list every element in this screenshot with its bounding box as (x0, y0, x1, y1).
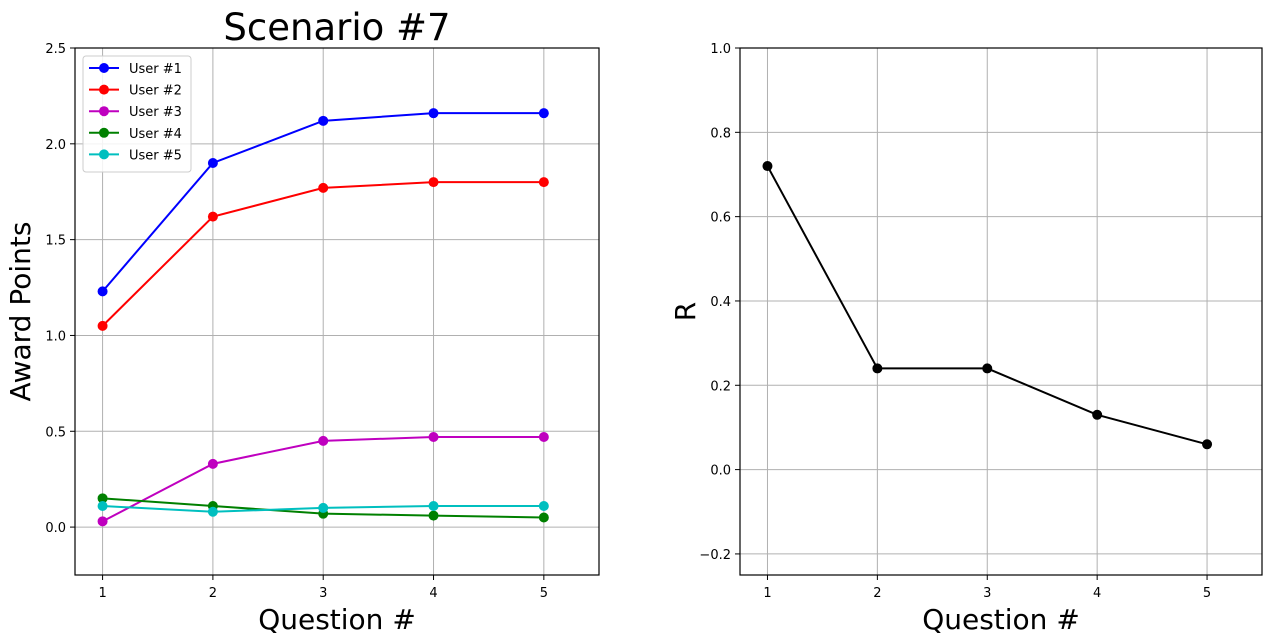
data-point-s2-4 (538, 432, 549, 443)
x-axis-title: Question # (922, 603, 1080, 634)
data-point-s0-3 (428, 108, 439, 119)
data-point-s4-4 (538, 501, 549, 512)
y-tick-label-5: 0.8 (710, 126, 731, 141)
data-point-s0-1 (207, 157, 218, 168)
data-point-s0-3 (1092, 409, 1103, 420)
data-point-s0-1 (872, 363, 883, 374)
x-tick-label-0: 1 (763, 586, 771, 601)
y-tick-label-0: 0.0 (45, 521, 66, 536)
y-tick-label-4: 0.6 (710, 211, 731, 226)
y-tick-label-0: −0.2 (699, 548, 731, 563)
data-point-s3-0 (97, 493, 108, 504)
r-panel: 1 2 3 4 5 −0.2 0.0 0.2 0.4 0.6 0.8 1.0 Question # R (669, 42, 1263, 634)
x-tick-label-0: 1 (98, 586, 106, 601)
data-point-s4-3 (428, 501, 439, 512)
legend-swatch-marker-4 (99, 149, 109, 160)
x-tick-label-1: 2 (209, 586, 217, 601)
data-point-s2-2 (318, 435, 329, 446)
x-tick-label-3: 4 (1093, 586, 1101, 601)
data-point-s1-3 (428, 177, 439, 188)
x-tick-label-2: 3 (983, 586, 991, 601)
data-point-s4-1 (207, 506, 218, 517)
y-tick-label-3: 1.5 (45, 234, 66, 249)
data-point-s0-2 (318, 115, 329, 126)
data-point-s4-0 (97, 501, 108, 512)
legend: User #1 User #2 User #3 User #4 User #5 (82, 55, 192, 173)
data-point-s2-0 (97, 516, 108, 527)
legend-label-2: User #3 (129, 105, 182, 120)
legend-swatch-marker-3 (99, 127, 109, 138)
data-point-s1-1 (207, 211, 218, 222)
data-point-s1-0 (97, 320, 108, 331)
y-tick-label-1: 0.5 (45, 425, 66, 440)
data-point-s0-4 (538, 108, 549, 119)
data-point-s3-4 (538, 512, 549, 523)
x-axis-title: Question # (258, 603, 416, 634)
data-point-s0-2 (982, 363, 993, 374)
legend-label-4: User #5 (129, 148, 182, 163)
chart-title: Scenario #7 (223, 6, 450, 49)
data-point-s2-3 (428, 432, 439, 443)
plot-frame (739, 47, 1263, 576)
y-tick-label-2: 1.0 (45, 329, 66, 344)
y-tick-label-5: 2.5 (45, 42, 66, 57)
y-axis-title: Award Points (4, 222, 37, 402)
award-points-panel: 1 2 3 4 5 0.0 0.5 1.0 1.5 2.0 2.5 Question # Award P… (4, 6, 600, 634)
x-tick-label-4: 5 (540, 586, 548, 601)
data-point-s4-2 (318, 502, 329, 513)
legend-swatch-marker-0 (99, 63, 109, 73)
data-point-s0-0 (97, 286, 108, 297)
x-tick-label-1: 2 (873, 586, 881, 601)
data-point-s1-2 (318, 182, 329, 193)
x-tick-label-2: 3 (319, 586, 327, 601)
data-point-s0-4 (1202, 439, 1213, 450)
data-point-s2-1 (207, 458, 218, 469)
x-tick-label-4: 5 (1203, 586, 1211, 601)
legend-box (82, 55, 192, 173)
y-tick-label-1: 0.0 (710, 464, 731, 479)
legend-label-3: User #4 (129, 127, 182, 142)
y-tick-label-4: 2.0 (45, 138, 66, 153)
legend-label-0: User #1 (129, 62, 182, 77)
plot-frame (74, 47, 600, 576)
data-point-s0-0 (762, 161, 773, 172)
y-tick-label-3: 0.4 (710, 295, 731, 310)
y-tick-label-2: 0.2 (710, 379, 731, 394)
legend-swatch-marker-2 (99, 106, 109, 117)
legend-swatch-marker-1 (99, 84, 109, 95)
x-tick-label-3: 4 (429, 586, 437, 601)
y-tick-label-6: 1.0 (710, 42, 731, 57)
data-point-s3-3 (428, 510, 439, 521)
legend-label-1: User #2 (129, 84, 182, 99)
y-axis-title: R (669, 302, 702, 321)
data-point-s1-4 (538, 177, 549, 188)
